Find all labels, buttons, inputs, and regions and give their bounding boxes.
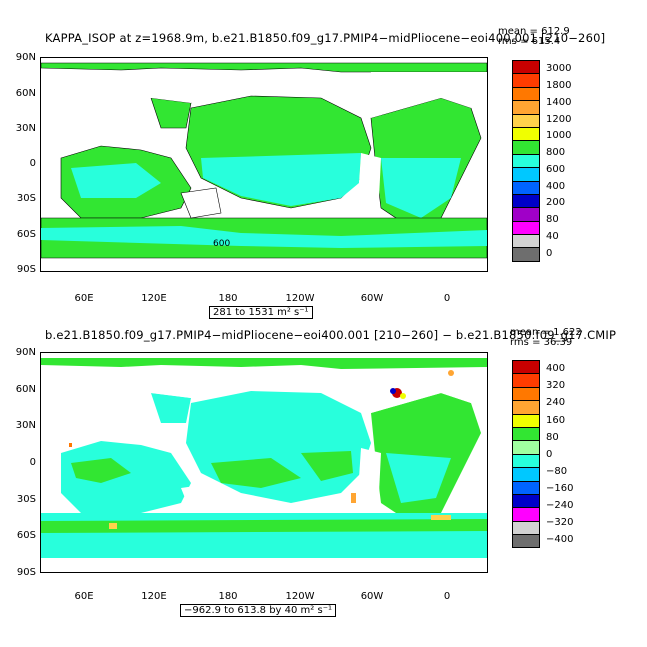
- colorbar-swatch: [512, 220, 540, 235]
- colorbar-label: −240: [546, 499, 574, 511]
- colorbar-label: 0: [546, 247, 553, 259]
- colorbar-swatch: [512, 413, 540, 427]
- colorbar-swatch: [512, 167, 540, 181]
- panel-difference: b.e21.B1850.f09_g17.PMIP4−midPliocene−eo…: [0, 323, 647, 647]
- lat-label: 90S: [16, 567, 36, 578]
- lon-label: 60W: [360, 591, 384, 602]
- colorbar-swatch: [512, 73, 540, 87]
- colorbar-label: −320: [546, 516, 574, 528]
- colorbar-swatch: [512, 86, 540, 101]
- colorbar-label: 0: [546, 448, 553, 460]
- lat-label: 30S: [16, 193, 36, 204]
- colorbar-swatch: [512, 180, 540, 194]
- colorbar-label: 160: [546, 414, 566, 426]
- colorbar-swatch: [512, 520, 540, 535]
- colorbar-label: 80: [546, 431, 559, 443]
- lat-label: 30N: [15, 420, 36, 431]
- lon-label: 180: [218, 591, 238, 602]
- panel1-rms: rms = 615.4: [498, 36, 561, 47]
- lon-label: 120E: [141, 591, 167, 602]
- panel2-colorbar: [512, 360, 540, 549]
- panel2-range: −962.9 to 613.8 by 40 m² s⁻¹: [180, 604, 336, 617]
- lon-label: 120W: [285, 293, 315, 304]
- colorbar-swatch: [512, 534, 540, 549]
- panel1-range: 281 to 1531 m² s⁻¹: [209, 306, 313, 319]
- lat-label: 30N: [15, 123, 36, 134]
- colorbar-label: 400: [546, 363, 566, 375]
- lon-label: 60E: [74, 591, 94, 602]
- lat-label: 90N: [15, 52, 36, 63]
- panel2-stats: mean = 1.622 rms = 36.39: [510, 328, 582, 348]
- panel1-map: 600: [40, 57, 488, 272]
- colorbar-swatch: [512, 126, 540, 141]
- colorbar-label: 1400: [546, 96, 572, 108]
- panel-kappa-isop: KAPPA_ISOP at z=1968.9m, b.e21.B1850.f09…: [0, 0, 647, 323]
- panel1-title: KAPPA_ISOP at z=1968.9m, b.e21.B1850.f09…: [45, 31, 606, 45]
- colorbar-swatch: [512, 193, 540, 208]
- colorbar-label: 320: [546, 380, 566, 392]
- panel2-mean: mean = 1.622: [510, 327, 582, 338]
- colorbar-swatch: [512, 386, 540, 401]
- panel2-title: b.e21.B1850.f09_g17.PMIP4−midPliocene−eo…: [45, 328, 617, 342]
- lat-label: 60N: [15, 384, 36, 395]
- colorbar-label: 80: [546, 214, 559, 226]
- lat-label: 0: [29, 158, 36, 169]
- colorbar-swatch: [512, 373, 540, 387]
- colorbar-swatch: [512, 467, 540, 481]
- colorbar-swatch: [512, 480, 540, 494]
- panel1-map-svg: 600: [41, 58, 487, 271]
- colorbar-label: 40: [546, 230, 559, 242]
- lon-label: 0: [443, 591, 451, 602]
- colorbar-swatch: [512, 60, 540, 74]
- lat-label: 60N: [15, 88, 36, 99]
- lat-label: 90S: [16, 264, 36, 275]
- panel1-contour-label: 600: [213, 239, 230, 249]
- colorbar-swatch: [512, 113, 540, 127]
- colorbar-label: 1200: [546, 113, 572, 125]
- panel2-rms: rms = 36.39: [510, 337, 573, 348]
- colorbar-swatch: [512, 507, 540, 521]
- colorbar-label: 400: [546, 180, 566, 192]
- colorbar-swatch: [512, 453, 540, 468]
- lat-label: 30S: [16, 494, 36, 505]
- panel2-map-svg: [41, 353, 487, 572]
- colorbar-swatch: [512, 360, 540, 374]
- lat-label: 0: [29, 457, 36, 468]
- colorbar-label: 240: [546, 397, 566, 409]
- colorbar-swatch: [512, 207, 540, 221]
- colorbar-swatch: [512, 140, 540, 154]
- colorbar-swatch: [512, 153, 540, 168]
- colorbar-swatch: [512, 440, 540, 454]
- lat-label: 90N: [15, 347, 36, 358]
- colorbar-label: 3000: [546, 63, 572, 75]
- colorbar-label: 200: [546, 197, 566, 209]
- panel2-map: [40, 352, 488, 573]
- colorbar-swatch: [512, 400, 540, 414]
- colorbar-swatch: [512, 247, 540, 262]
- colorbar-swatch: [512, 426, 540, 441]
- colorbar-label: 1000: [546, 130, 572, 142]
- colorbar-label: 600: [546, 163, 566, 175]
- lon-label: 60W: [360, 293, 384, 304]
- lon-label: 180: [218, 293, 238, 304]
- colorbar-swatch: [512, 234, 540, 248]
- lon-label: 0: [443, 293, 451, 304]
- colorbar-label: −400: [546, 533, 574, 545]
- colorbar-label: 1800: [546, 80, 572, 92]
- panel1-stats: mean = 612.9 rms = 615.4: [498, 27, 570, 47]
- lon-label: 60E: [74, 293, 94, 304]
- colorbar-swatch: [512, 100, 540, 114]
- panel1-colorbar: [512, 60, 540, 262]
- lat-label: 60S: [16, 530, 36, 541]
- colorbar-swatch: [512, 493, 540, 508]
- colorbar-label: −80: [546, 465, 568, 477]
- lon-label: 120E: [141, 293, 167, 304]
- lon-label: 120W: [285, 591, 315, 602]
- colorbar-label: −160: [546, 482, 574, 494]
- colorbar-label: 800: [546, 147, 566, 159]
- panel1-mean: mean = 612.9: [498, 26, 570, 37]
- lat-label: 60S: [16, 229, 36, 240]
